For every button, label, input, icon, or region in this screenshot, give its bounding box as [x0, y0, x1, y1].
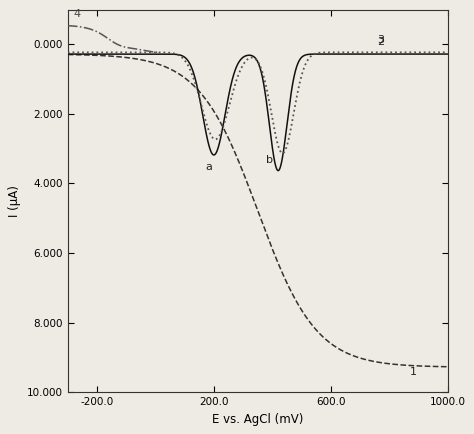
Y-axis label: I (μA): I (μA) — [9, 185, 21, 217]
Text: 3: 3 — [377, 35, 384, 45]
Text: 2: 2 — [377, 37, 385, 47]
X-axis label: E vs. AgCl (mV): E vs. AgCl (mV) — [212, 413, 303, 426]
Text: a: a — [205, 161, 212, 171]
Text: b: b — [266, 155, 273, 164]
Text: 1: 1 — [410, 368, 417, 378]
Text: 4: 4 — [73, 9, 81, 19]
